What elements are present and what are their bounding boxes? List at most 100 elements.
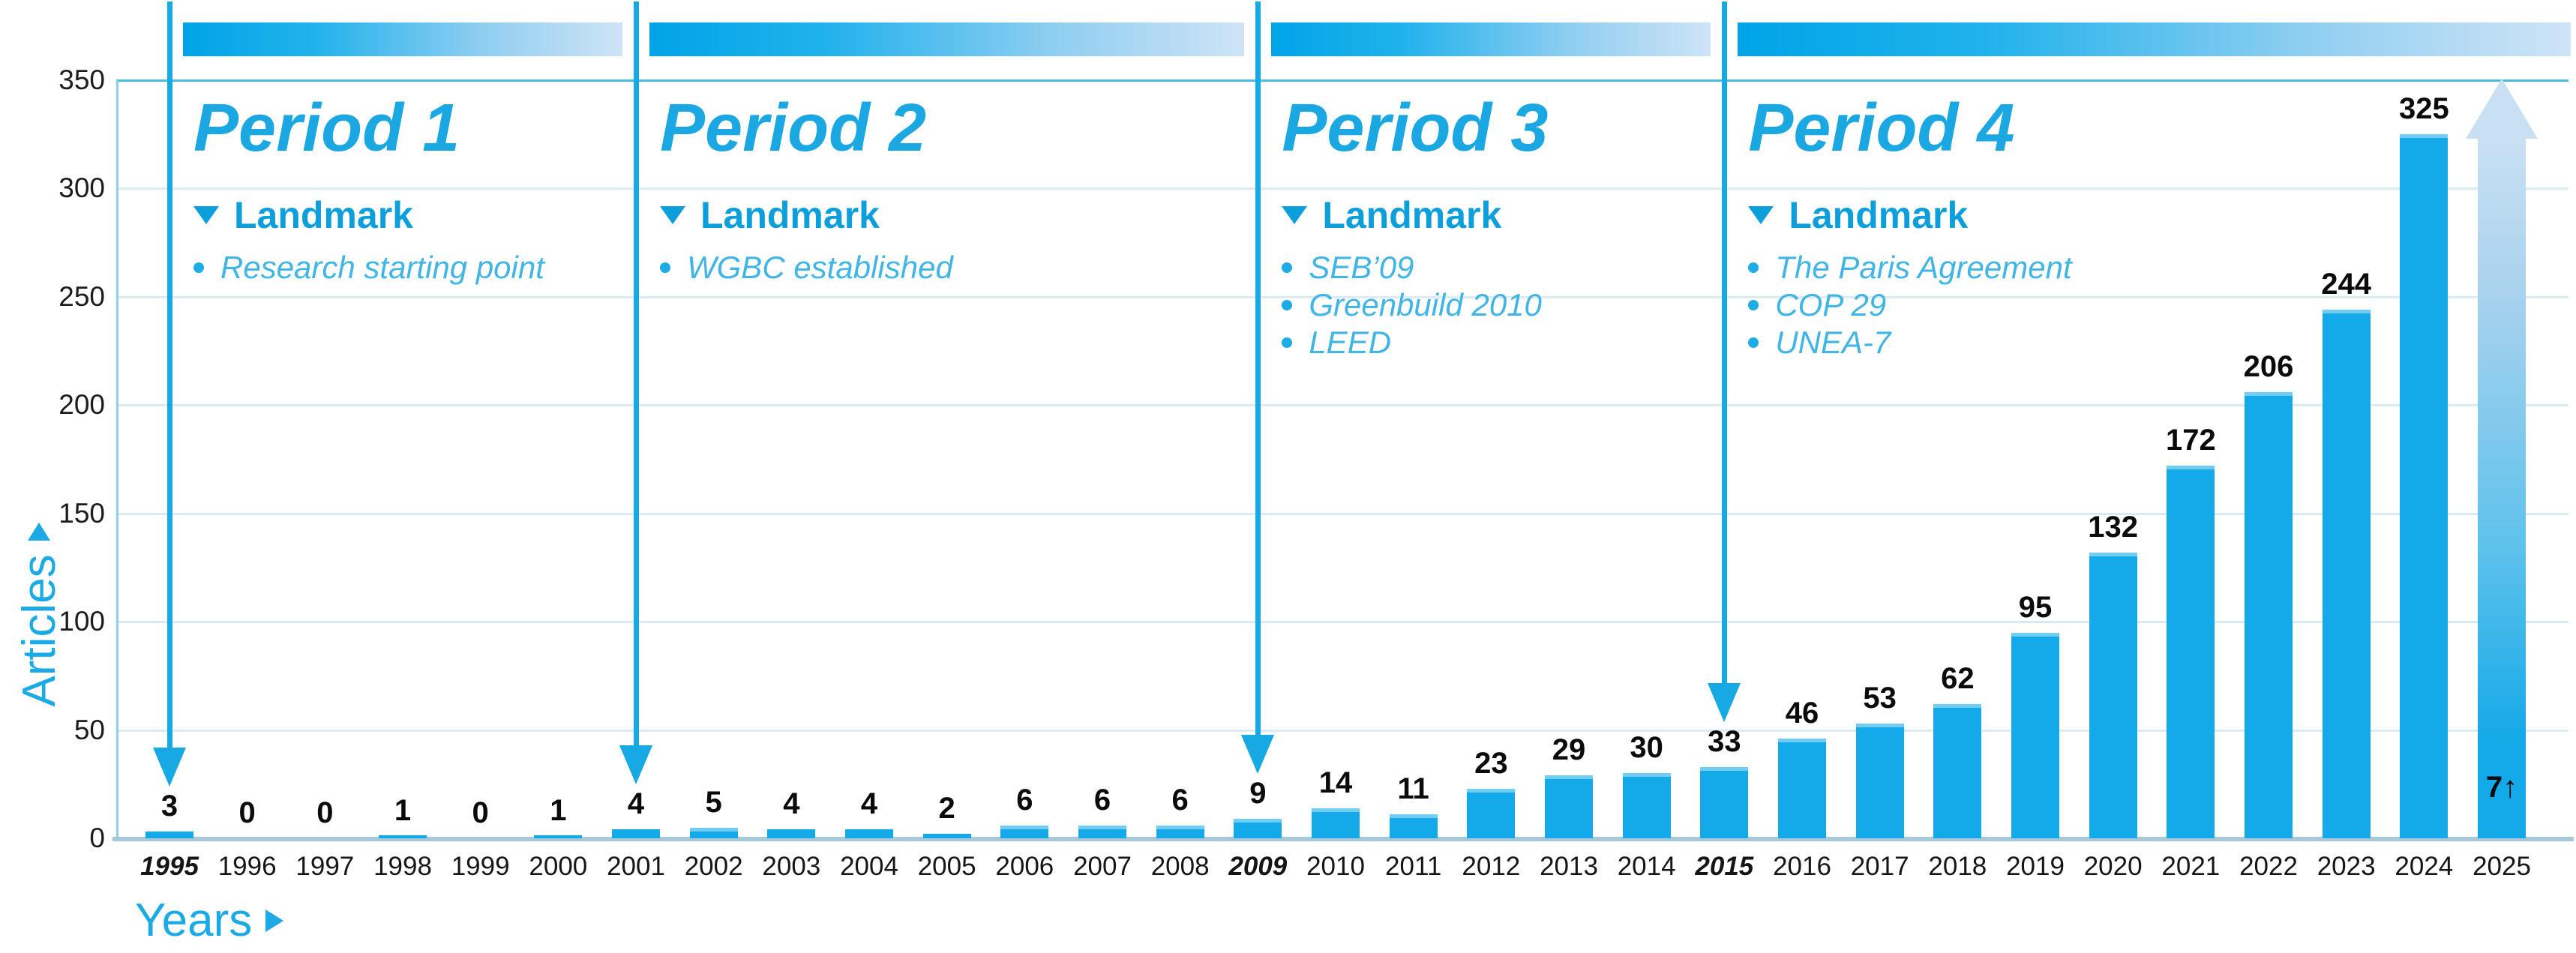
gridline-250 — [116, 295, 2569, 298]
x-tick-label-2005: 2005 — [917, 852, 976, 881]
bar-value-label: 14 — [1318, 766, 1353, 799]
bar-value-label: 6 — [1016, 783, 1033, 817]
landmark-item: Greenbuild 2010 — [1282, 286, 1542, 324]
period-divider-line-2 — [634, 1, 639, 748]
period-landmark-heading: Landmark — [1282, 196, 1501, 234]
period-header-bar-3 — [1271, 22, 1711, 56]
bar-2004 — [845, 829, 893, 838]
bar-value-label: 33 — [1708, 724, 1741, 758]
landmark-item: Research starting point — [193, 249, 544, 286]
y-tick-label: 100 — [58, 606, 105, 637]
bar-value-label: 4 — [783, 787, 800, 821]
x-tick-label-2009: 2009 — [1228, 852, 1288, 881]
landmark-heading-label: Landmark — [1789, 194, 1969, 236]
bar-value-label: 206 — [2243, 349, 2294, 383]
y-axis-title-label: Articles — [13, 554, 65, 707]
period-landmark-list: Research starting point — [193, 249, 544, 286]
x-tick-label-2001: 2001 — [607, 852, 665, 881]
dot-icon — [1282, 262, 1293, 273]
bar-value-label: 9 — [1249, 777, 1267, 810]
bar-2016 — [1778, 739, 1826, 838]
bar-value-label: 172 — [2165, 424, 2216, 457]
gridline-300 — [116, 187, 2569, 190]
x-tick-label-2014: 2014 — [1617, 852, 1676, 881]
triangle-down-icon — [1282, 206, 1308, 224]
x-tick-label-2007: 2007 — [1073, 852, 1132, 881]
dot-icon — [1282, 337, 1293, 348]
dot-icon — [660, 262, 670, 273]
x-tick-label-2016: 2016 — [1773, 852, 1831, 881]
landmark-item: SEB’09 — [1282, 249, 1542, 286]
x-tick-label-2015: 2015 — [1695, 852, 1754, 881]
x-tick-label-2010: 2010 — [1306, 852, 1365, 881]
final-year-growth-arrow-head — [2466, 79, 2538, 139]
bar-2000 — [534, 835, 583, 838]
period-title-4: Period 4 — [1748, 91, 2015, 166]
x-tick-label-2013: 2013 — [1540, 852, 1598, 881]
bar-value-label: 4 — [860, 787, 878, 821]
x-axis-title-label: Years — [135, 895, 253, 946]
bar-value-label: 23 — [1474, 746, 1508, 780]
y-tick-label: 300 — [58, 172, 105, 204]
x-tick-label-1997: 1997 — [295, 852, 355, 881]
x-tick-label-2008: 2008 — [1150, 852, 1210, 881]
x-tick-label-1999: 1999 — [451, 852, 510, 881]
down-arrow-icon — [153, 748, 186, 787]
x-tick-label-2002: 2002 — [684, 852, 743, 881]
dot-icon — [1748, 300, 1759, 310]
bar-value-label: 4 — [627, 787, 645, 821]
gridline-150 — [116, 512, 2569, 515]
dot-icon — [1282, 300, 1293, 310]
x-tick-label-1998: 1998 — [373, 852, 432, 881]
x-tick-label-2022: 2022 — [2239, 852, 2298, 881]
x-tick-label-2024: 2024 — [2395, 852, 2454, 881]
down-arrow-icon — [1708, 682, 1741, 722]
bar-2010 — [1312, 808, 1360, 838]
bar-2001 — [612, 829, 660, 838]
gridline-350 — [116, 79, 2569, 82]
landmark-item-label: SEB’09 — [1309, 250, 1414, 285]
bar-value-label: 244 — [2321, 268, 2372, 301]
dot-icon — [193, 262, 204, 273]
down-arrow-icon — [1241, 735, 1275, 774]
bar-value-label: 6 — [1171, 783, 1189, 817]
period-divider-line-1 — [167, 1, 172, 750]
bar-value-label: 11 — [1397, 772, 1429, 806]
bar-value-label: 30 — [1630, 731, 1663, 765]
period-header-bar-2 — [649, 22, 1245, 56]
bar-value-label: 3 — [160, 790, 178, 823]
period-title-2: Period 2 — [660, 91, 927, 166]
bar-value-label: 132 — [2088, 510, 2139, 544]
landmark-item: WGBC established — [660, 249, 953, 286]
landmark-heading-label: Landmark — [1322, 194, 1502, 236]
final-year-value-label: 7↑ — [2442, 771, 2562, 804]
x-tick-label-2003: 2003 — [762, 852, 821, 881]
gridline-100 — [116, 621, 2569, 624]
landmark-heading-label: Landmark — [234, 194, 413, 236]
landmark-item-label: The Paris Agreement — [1775, 250, 2072, 285]
gridline-200 — [116, 404, 2569, 407]
period-landmark-list: SEB’09 Greenbuild 2010 LEED — [1282, 249, 1542, 361]
x-tick-label-2006: 2006 — [995, 852, 1054, 881]
down-arrow-icon — [619, 745, 652, 785]
period-title-1: Period 1 — [193, 91, 460, 166]
triangle-right-icon — [265, 909, 284, 932]
bar-2015 — [1700, 766, 1749, 838]
dot-icon — [1748, 337, 1759, 348]
period-header-bar-4 — [1738, 22, 2571, 56]
bar-value-label: 2 — [938, 792, 955, 826]
bar-value-label: 46 — [1785, 697, 1819, 730]
y-tick-label: 350 — [58, 64, 105, 95]
period-title-3: Period 3 — [1282, 91, 1549, 166]
bar-2018 — [1933, 703, 1982, 838]
y-tick-label: 0 — [89, 823, 105, 853]
period-landmark-heading: Landmark — [660, 196, 880, 234]
bar-value-label: 29 — [1552, 733, 1586, 767]
landmark-item-label: LEED — [1309, 325, 1392, 360]
x-tick-label-2023: 2023 — [2317, 852, 2376, 881]
bar-value-label: 325 — [2398, 92, 2449, 126]
x-tick-label-2025: 2025 — [2473, 852, 2531, 881]
period-landmark-list: WGBC established — [660, 249, 953, 286]
bar-2013 — [1545, 775, 1593, 838]
